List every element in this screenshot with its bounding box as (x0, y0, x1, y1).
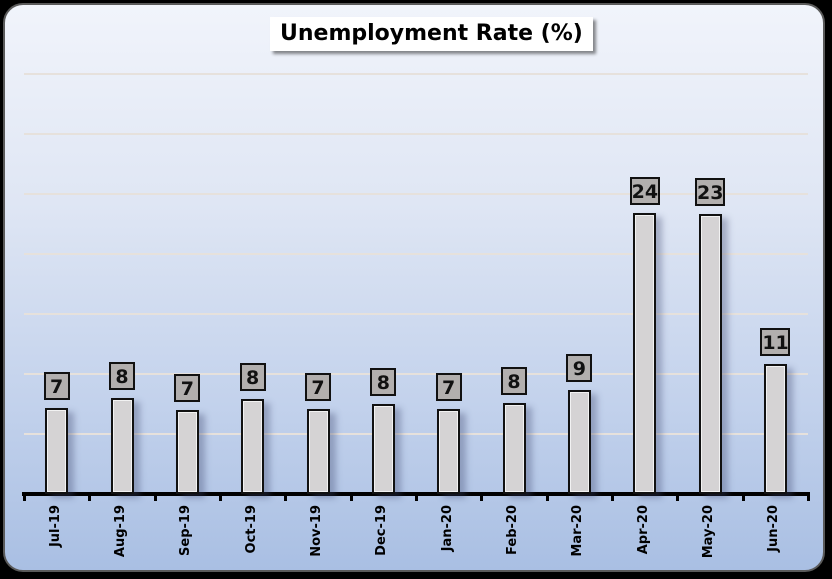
x-axis-tick (284, 494, 288, 501)
bar-mar-20 (567, 389, 591, 494)
x-axis-tick (219, 494, 222, 501)
data-label: 7 (435, 372, 462, 401)
x-tick-label: May-20 (701, 505, 716, 559)
x-axis-tick (611, 494, 614, 501)
x-axis-tick (349, 494, 353, 501)
data-label: 8 (501, 366, 527, 395)
x-tick-label: Mar-20 (570, 505, 586, 557)
data-label: 24 (629, 177, 660, 206)
gridline (24, 253, 808, 255)
chart-frame (3, 3, 825, 572)
bar-nov-19 (306, 408, 330, 494)
x-tick-label: Dec-19 (374, 505, 390, 556)
bar-apr-20 (633, 213, 657, 494)
bar-dec-19 (371, 404, 395, 494)
gridline (24, 73, 808, 75)
x-axis-tick (23, 494, 26, 501)
x-tick-label: Feb-20 (505, 505, 520, 555)
data-label: 8 (239, 363, 266, 392)
data-label: 8 (109, 362, 135, 390)
data-label: 11 (760, 328, 791, 357)
bar-sep-19 (175, 410, 199, 494)
data-label: 7 (174, 374, 201, 402)
gridline (24, 193, 808, 195)
gridline (24, 313, 808, 315)
bar-may-20 (698, 214, 722, 494)
x-axis-tick (545, 494, 549, 501)
bar-feb-20 (502, 402, 526, 494)
data-label: 7 (43, 371, 70, 400)
x-tick-label: Aug-19 (113, 505, 128, 558)
x-tick-label: Nov-19 (309, 505, 324, 557)
data-label: 23 (695, 178, 725, 207)
x-tick-label: Sep-19 (178, 505, 194, 556)
x-axis-tick (741, 494, 745, 501)
gridline (24, 433, 808, 435)
bar-jan-20 (437, 408, 461, 494)
x-axis-tick (807, 494, 810, 501)
bar-aug-19 (110, 398, 134, 494)
x-axis-tick (153, 494, 157, 501)
x-tick-label: Jan-20 (439, 505, 455, 552)
data-label: 9 (566, 353, 593, 382)
data-label: 8 (370, 368, 397, 396)
x-axis-tick (88, 494, 92, 501)
x-tick-label: Jul-19 (47, 505, 63, 548)
x-tick-label: Jun-20 (766, 505, 782, 552)
bar-jun-20 (763, 364, 787, 494)
gridline (24, 133, 808, 135)
x-axis-tick (480, 494, 484, 501)
x-tick-label: Oct-19 (243, 505, 259, 554)
bar-oct-19 (241, 399, 265, 494)
x-axis-tick (415, 494, 418, 501)
bar-jul-19 (45, 407, 69, 494)
x-tick-label: Apr-20 (635, 505, 651, 555)
chart-title: Unemployment Rate (%) (270, 17, 593, 51)
data-label: 7 (305, 372, 331, 401)
x-axis-tick (676, 494, 680, 501)
gridline (24, 373, 808, 375)
